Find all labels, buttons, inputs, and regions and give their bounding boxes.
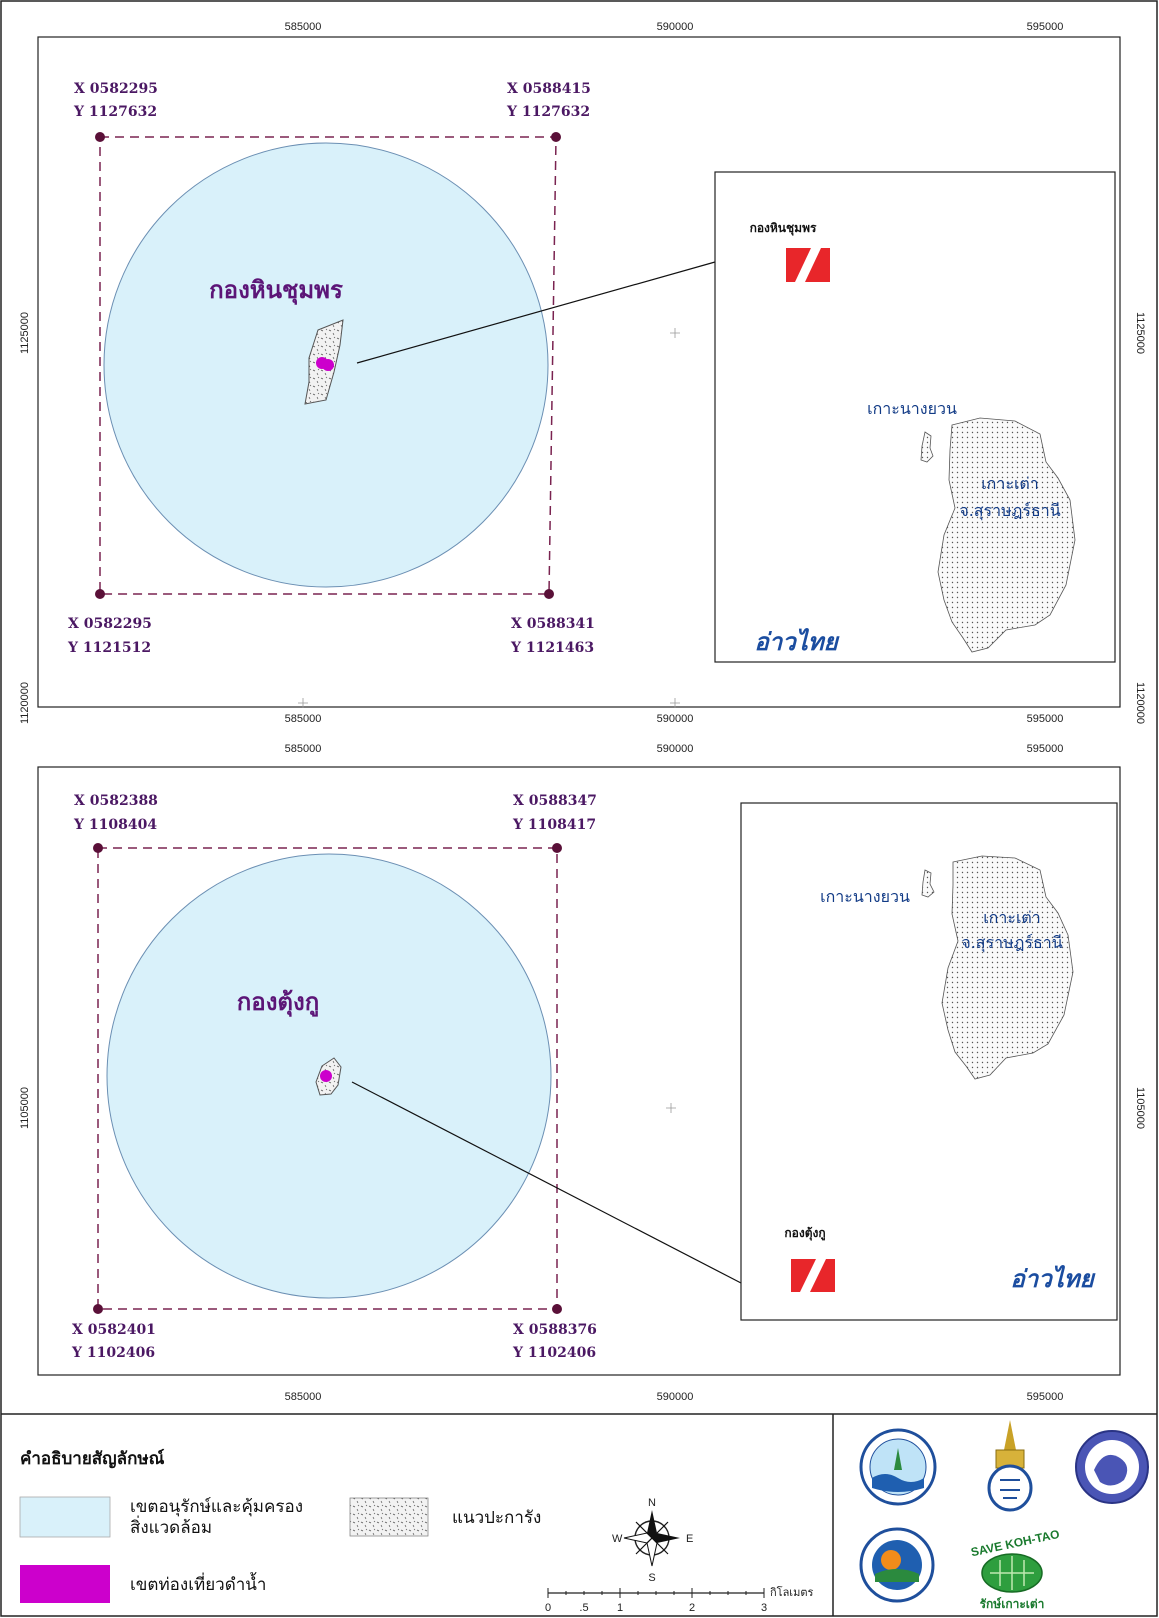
map2-corner-point [552, 843, 562, 853]
map1-left-tick-1: 1125000 [19, 312, 31, 354]
map2-corner-point [552, 1304, 562, 1314]
compass-west: W [612, 1533, 623, 1545]
map2-coord-tl-x: X 0582388 [74, 793, 158, 809]
map2-top-tick-2: 590000 [657, 743, 694, 755]
map1-inset-island-main-label: เกาะเต่า [981, 474, 1039, 493]
map1-coord-bl-x: X 0582295 [68, 616, 152, 632]
map2-inset-province-label: จ.สุราษฎร์ธานี [961, 933, 1062, 953]
map1-dive-zone [322, 359, 334, 371]
map2-bottom-tick-2: 590000 [657, 1391, 694, 1403]
map1-left-tick-2: 1120000 [19, 682, 31, 724]
map1-inset-island-nangyuan [920, 431, 934, 463]
royal-emblem-icon [987, 1420, 1033, 1512]
map2-inset-bay-label: อ่าวไทย [1010, 1264, 1095, 1293]
map1-inset-island-kohtao [937, 417, 1076, 653]
legend-swatch-dive-zone [20, 1565, 110, 1603]
province-seal-icon [1075, 1430, 1149, 1504]
map1-inset-island-small-label: เกาะนางยวน [867, 399, 957, 418]
map1-right-tick-1: 1125000 [1134, 312, 1146, 354]
map1-site-name: กองหินชุมพร [209, 275, 343, 306]
legend-area: คำอธิบายสัญลักษณ์ เขตอนุรักษ์และคุ้มครอง… [1, 1413, 1157, 1616]
map2-corner-point [93, 1304, 103, 1314]
map1-site-marker-icon [786, 248, 830, 282]
map1-inset-site-label: กองหินชุมพร [750, 221, 817, 236]
map2-top-tick-3: 595000 [1027, 743, 1064, 755]
map1-bottom-tick-1: 585000 [285, 713, 322, 725]
map1-bottom-tick-3: 595000 [1027, 713, 1064, 725]
map2-left-tick-1: 1105000 [19, 1087, 31, 1129]
map2-coord-tr-y: Y 1108417 [512, 817, 596, 833]
map2-bottom-tick-1: 585000 [285, 1391, 322, 1403]
scale-tick-1: 1 [617, 1602, 623, 1614]
map2-coord-tr-x: X 0588347 [513, 793, 597, 809]
map1-right-tick-2: 1120000 [1134, 682, 1146, 724]
map1-corner-point [544, 589, 554, 599]
scale-bar [547, 1588, 765, 1598]
legend-coral-reef: แนวปะการัง [452, 1508, 541, 1528]
map1-boundary [99, 136, 557, 595]
map1-coord-br-y: Y 1121463 [510, 640, 594, 656]
map2-inset-island-nangyuan [921, 869, 935, 898]
map2-inset-island-kohtao [941, 855, 1074, 1080]
legend-conservation-line2: สิ่งแวดล้อม [130, 1515, 212, 1538]
legend-title: คำอธิบายสัญลักษณ์ [20, 1448, 165, 1469]
map2-right-tick-1: 1105000 [1134, 1087, 1146, 1129]
map-panel-1: 585000 590000 595000 585000 590000 59500… [19, 21, 1146, 725]
compass-south: S [648, 1572, 655, 1584]
map1-coord-br-x: X 0588341 [511, 616, 595, 632]
compass-north: N [648, 1497, 656, 1509]
save-koh-tao-icon [981, 1553, 1043, 1593]
map2-coord-tl-y: Y 1108404 [73, 817, 157, 833]
save-koh-tao-subtext: รักษ์เกาะเต่า [980, 1597, 1045, 1611]
map1-top-tick-2: 590000 [657, 21, 694, 33]
map2-site-name: กองตุ้งกู [237, 987, 320, 1018]
map1-top-tick-3: 595000 [1027, 21, 1064, 33]
scale-tick-0: 0 [545, 1602, 551, 1614]
map2-coord-bl-y: Y 1102406 [71, 1345, 155, 1361]
map1-corner-point [95, 132, 105, 142]
legend-conservation-line1: เขตอนุรักษ์และคุ้มครอง [130, 1497, 303, 1517]
legend-swatch-coral [349, 1497, 429, 1537]
compass-rose-icon [623, 1510, 680, 1567]
map1-coord-tr-y: Y 1127632 [506, 104, 590, 120]
scale-unit: กิโลเมตร [770, 1585, 814, 1599]
dmcr-seal-icon [859, 1428, 937, 1506]
map1-inset-province-label: จ.สุราษฎร์ธานี [959, 501, 1060, 521]
map2-coord-bl-x: X 0582401 [72, 1322, 156, 1338]
map2-coord-br-y: Y 1102406 [512, 1345, 596, 1361]
map-panel-2: 585000 590000 595000 585000 590000 59500… [19, 743, 1146, 1403]
scale-tick-half: .5 [579, 1602, 588, 1614]
map1-leader-line [356, 261, 716, 364]
map2-coord-br-x: X 0588376 [513, 1322, 597, 1338]
map2-inset-island-main-label: เกาะเต่า [983, 908, 1041, 927]
map2-site-marker-icon [791, 1259, 835, 1292]
map1-inset-bay-label: อ่าวไทย [754, 627, 839, 656]
scale-tick-3: 3 [761, 1602, 767, 1614]
scale-tick-2: 2 [689, 1602, 695, 1614]
legend-swatch-conservation [19, 1496, 111, 1538]
map2-dive-zone [320, 1070, 332, 1082]
koh-tao-municipality-icon [859, 1527, 935, 1603]
map1-top-tick-1: 585000 [285, 21, 322, 33]
map2-corner-point [93, 843, 103, 853]
map2-top-tick-1: 585000 [285, 743, 322, 755]
map1-coord-bl-y: Y 1121512 [67, 640, 151, 656]
map2-bottom-tick-3: 595000 [1027, 1391, 1064, 1403]
legend-dive-zone: เขตท่องเที่ยวดำน้ำ [130, 1572, 266, 1595]
map1-corner-point [551, 132, 561, 142]
compass-east: E [686, 1533, 693, 1545]
map1-coord-tr-x: X 0588415 [507, 81, 591, 97]
map2-inset-site-label: กองตุ้งกู [784, 1226, 825, 1241]
map2-inset-island-small-label: เกาะนางยวน [820, 887, 910, 906]
map1-coord-tl-y: Y 1127632 [73, 104, 157, 120]
map1-corner-point [95, 589, 105, 599]
map1-coord-tl-x: X 0582295 [74, 81, 158, 97]
map2-leader-line [351, 1081, 742, 1284]
map1-bottom-tick-2: 590000 [657, 713, 694, 725]
